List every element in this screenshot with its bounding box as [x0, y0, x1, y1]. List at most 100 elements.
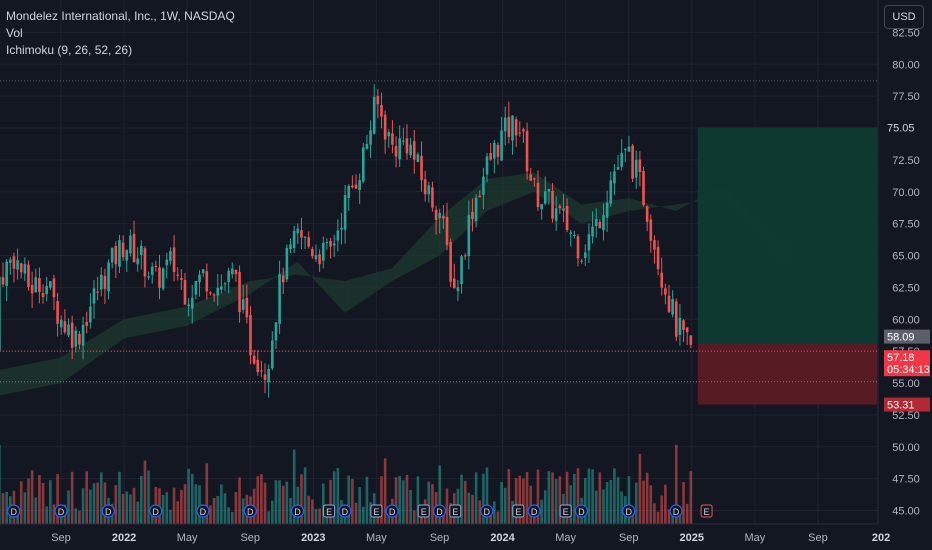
candle-body: [194, 281, 198, 295]
candle-body: [311, 248, 314, 257]
volume-bar: [474, 472, 478, 524]
candle-body: [245, 297, 249, 318]
volume-bar: [358, 487, 361, 524]
candle-body: [56, 300, 59, 324]
candle-body: [169, 251, 172, 261]
candle-body: [1, 277, 5, 285]
volume-bar: [409, 490, 412, 524]
volume-bar: [387, 510, 391, 524]
candle-body: [409, 144, 412, 156]
candle-body: [340, 227, 343, 230]
dividend-marker-label: D: [389, 507, 396, 517]
volume-bar: [234, 492, 238, 524]
time-axis-tick-label: Sep: [51, 532, 71, 544]
candle-body: [212, 294, 216, 296]
volume-bar: [56, 474, 59, 524]
price-axis-tick-label: 77.50: [892, 91, 920, 103]
candle-body: [565, 205, 569, 231]
time-axis-tick-label: 2025: [680, 532, 704, 544]
candle-body: [398, 138, 401, 160]
volume-bar: [281, 485, 285, 524]
candle-body: [172, 247, 176, 272]
target-zone: [697, 127, 878, 344]
candle-body: [49, 281, 52, 288]
candle-body: [132, 233, 136, 263]
volume-bar: [503, 487, 507, 524]
volume-bar: [230, 511, 234, 524]
candle-body: [180, 277, 183, 280]
volume-bar: [645, 472, 649, 524]
candle-body: [110, 247, 114, 263]
candle-body: [376, 95, 380, 105]
candle-body: [660, 272, 664, 288]
volume-bar: [361, 506, 365, 524]
cloud-segment: [581, 198, 629, 224]
candle-body: [616, 167, 620, 170]
dividend-marker-label: D: [673, 507, 680, 517]
candle-body: [201, 269, 205, 274]
volume-bar: [260, 474, 263, 524]
earnings-marker-label: E: [373, 507, 379, 517]
cloud-segment: [297, 261, 345, 313]
dividend-marker: [385, 504, 399, 518]
time-axis-tick-label: May: [366, 532, 387, 544]
candle-body: [16, 260, 19, 270]
dividend-marker: [574, 504, 589, 518]
dividend-marker: [54, 504, 68, 518]
candle-body: [121, 242, 125, 258]
dividend-marker: [527, 504, 541, 518]
volume-bar: [238, 477, 241, 524]
volume-bar: [278, 480, 281, 524]
candle-body: [263, 374, 267, 380]
earnings-marker-label: E: [515, 507, 521, 517]
candle-body: [533, 178, 536, 180]
volume-bar: [300, 474, 303, 524]
volume-bar: [318, 508, 321, 524]
dividend-marker-label: D: [436, 507, 443, 517]
currency-button[interactable]: USD: [884, 5, 924, 29]
dividend-marker-label: D: [58, 507, 65, 517]
price-axis-tick-label: 70.00: [892, 187, 920, 199]
grid: [0, 0, 882, 524]
candle-body: [318, 254, 321, 265]
volume-bar: [38, 474, 41, 524]
volume-bar: [292, 449, 296, 524]
candle-body: [158, 267, 161, 288]
volume-bar: [365, 476, 369, 524]
volume-bar: [649, 485, 653, 524]
upcoming-earnings-label: E: [704, 507, 710, 517]
candle-body: [562, 208, 565, 211]
ichimoku-indicator-label[interactable]: Ichimoku (9, 26, 52, 26): [6, 43, 133, 57]
volume-bar: [169, 509, 172, 524]
candle-body: [67, 324, 70, 336]
symbol-title[interactable]: Mondelez International, Inc., 1W, NASDAQ: [6, 9, 235, 23]
cloud-segment: [61, 319, 125, 383]
volume-bar: [223, 493, 227, 524]
volume-bar: [180, 489, 183, 524]
candle-body: [30, 284, 34, 294]
volume-bar: [656, 511, 660, 524]
candle-body: [23, 264, 27, 274]
volume-bar: [416, 476, 420, 524]
volume-bar: [147, 470, 150, 524]
candle-body: [452, 278, 456, 289]
volume-bar: [660, 495, 664, 524]
cloud-segment: [124, 306, 188, 339]
volume-indicator-label[interactable]: Vol: [6, 26, 23, 40]
cloud-segment: [0, 357, 61, 396]
volume-bar: [314, 508, 318, 524]
volume-bar: [536, 469, 540, 524]
candle-body: [394, 146, 398, 157]
dividend-marker-label: D: [200, 507, 207, 517]
volume-bar: [594, 490, 598, 524]
volume-bar: [129, 494, 132, 524]
volume-bar: [336, 467, 340, 524]
candle-body: [307, 237, 311, 247]
candle-body: [0, 276, 1, 351]
candle-body: [547, 188, 551, 192]
price-badge-label-entry: 58.09: [887, 332, 915, 344]
candle-body: [420, 155, 423, 181]
candle-body: [274, 322, 278, 341]
